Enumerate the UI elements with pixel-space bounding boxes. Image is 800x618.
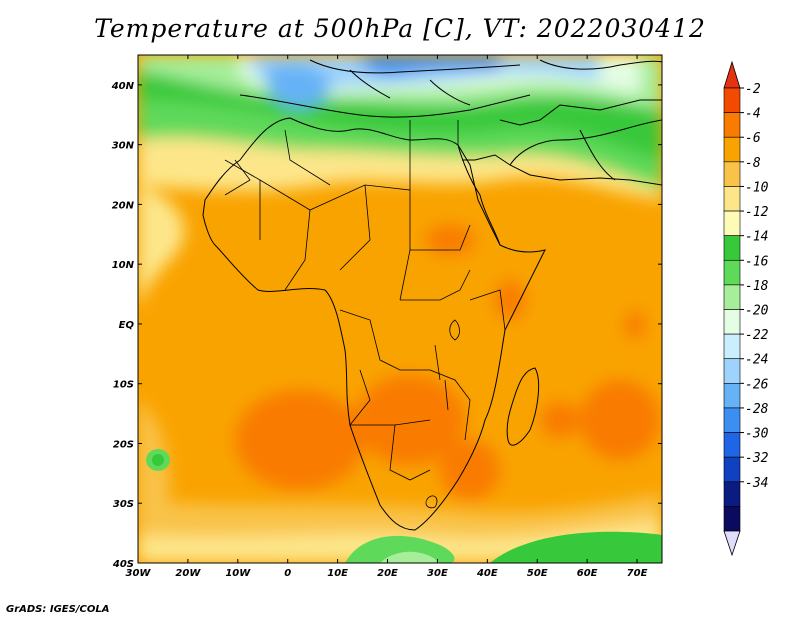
lat-tick-label: 40N [111, 81, 135, 92]
colorbar-swatch [723, 432, 741, 458]
colorbar-swatch [723, 161, 741, 187]
lon-tick-label: 30E [427, 568, 448, 579]
colorbar-bottom-arrow [723, 530, 741, 557]
colorbar-label: -24 [745, 353, 768, 368]
lon-tick-label: 20E [377, 568, 398, 579]
colorbar-label: -16 [745, 254, 769, 269]
colorbar-swatch [723, 210, 741, 236]
colorbar-label: -4 [745, 107, 761, 122]
colorbar-swatch [723, 136, 741, 163]
lat-tick-label: 10S [113, 380, 134, 391]
colorbar-swatch [723, 383, 741, 409]
lat-tick-label: 10N [112, 260, 135, 271]
lon-tick-label: 40E [476, 568, 498, 579]
lat-tick-label: 40S [112, 559, 134, 570]
country-borders [224, 120, 506, 481]
colorbar-swatch [723, 506, 741, 532]
colorbar-label: -26 [745, 377, 769, 392]
colorbar-top-arrow [723, 60, 741, 89]
colorbar-swatch [723, 333, 741, 360]
lon-tick-label: 30W [126, 568, 152, 579]
lon-tick-label: 0 [284, 568, 291, 579]
colorbar-label: -12 [745, 205, 769, 220]
colorbar-label: -20 [745, 304, 769, 319]
temperature-field [138, 55, 662, 563]
colorbar-label: -18 [745, 279, 769, 294]
lat-tick-label: 20S [113, 439, 134, 450]
grads-credit: GrADS: IGES/COLA [6, 604, 110, 615]
colorbar-label: -22 [745, 328, 769, 343]
colorbar-swatch [723, 358, 741, 384]
colorbar-label: -10 [745, 180, 769, 195]
colorbar-swatch [723, 481, 741, 507]
colorbar-swatch [723, 259, 741, 286]
lon-tick-label: 50E [527, 568, 548, 579]
colorbar-swatch [723, 186, 741, 212]
lon-tick-label: 10E [327, 568, 348, 579]
colorbar-label: -28 [745, 402, 769, 417]
colorbar-label: -8 [745, 156, 761, 171]
colorbar-label: -6 [745, 131, 761, 146]
lon-tick-label: 70E [627, 568, 648, 579]
colorbar-swatch [723, 284, 741, 310]
lat-tick-label: 20N [112, 200, 135, 211]
colorbar-label: -32 [745, 451, 769, 466]
lon-tick-label: 20W [175, 568, 201, 579]
colorbar-swatch [723, 87, 741, 113]
lon-tick-label: 60E [577, 568, 598, 579]
lat-tick-label: 30N [112, 141, 135, 152]
colorbar-label: -34 [745, 476, 768, 491]
colorbar-swatch [723, 235, 741, 261]
colorbar-swatch [723, 407, 741, 433]
lon-tick-label: 10W [225, 568, 251, 579]
colorbar-swatch [723, 456, 741, 483]
axis-ticks: 30W 20W 10W 0 10E 20E 30E 40E 50E 60E 70E 40N 30N 20N… [111, 55, 662, 579]
colorbar-swatch [723, 112, 741, 138]
colorbar-label: -2 [745, 82, 761, 97]
colorbar: -2 -4 -6 -8 -10 -12 -14 -16 -18 -20 -22 -24 -26 -28 -3… [723, 60, 769, 557]
coastlines [202, 59, 662, 531]
colorbar-label: -14 [745, 230, 768, 245]
colorbar-swatch [723, 309, 741, 335]
map-title: Temperature at 500hPa [C], VT: 202203041… [94, 14, 706, 43]
colorbar-label: -30 [745, 427, 769, 442]
lat-tick-label: EQ [119, 320, 135, 331]
lakes [425, 319, 460, 509]
lat-tick-label: 30S [113, 499, 134, 510]
plot-frame [137, 54, 663, 564]
